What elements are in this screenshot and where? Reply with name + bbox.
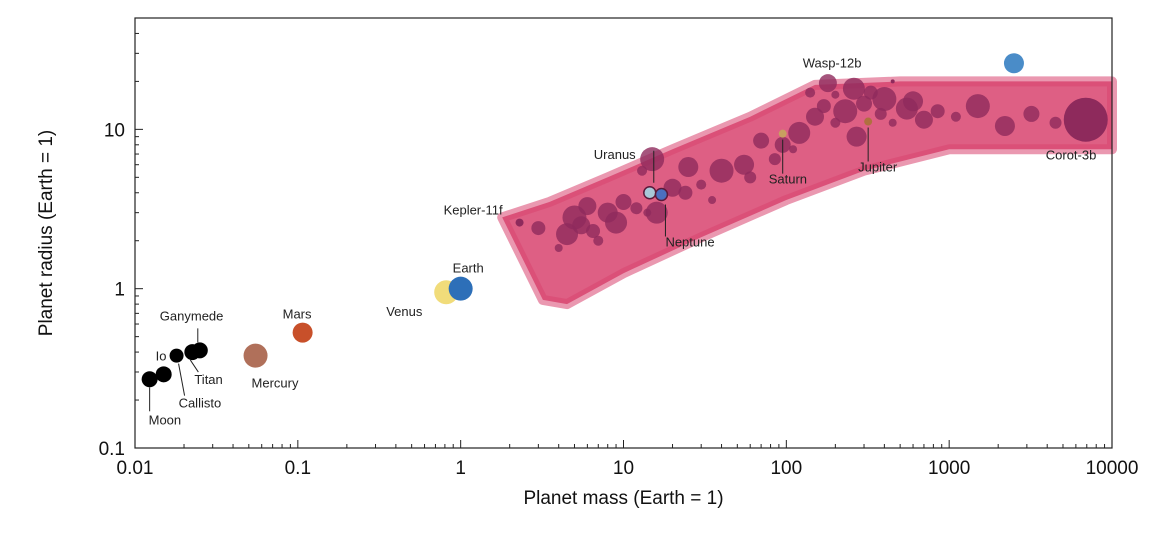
- wasp-12b-marker: [890, 79, 895, 84]
- exoplanet-point: [554, 244, 563, 253]
- label-uranus: Uranus: [594, 147, 636, 162]
- body-labels: Moon Io Callisto Titan Ganymede Mercury Mars Ve…: [149, 55, 1097, 427]
- exoplanet-point: [586, 224, 601, 239]
- exoplanet-point: [831, 90, 840, 99]
- y-axis-ticks: 0.1 1 10: [99, 17, 143, 460]
- x-axis-label: Planet mass (Earth = 1): [523, 488, 723, 509]
- leader-line: [189, 359, 199, 373]
- exoplanet-point: [578, 197, 597, 216]
- y-tick-label: 0.1: [99, 439, 125, 460]
- exoplanet-point: [645, 201, 668, 224]
- exoplanet-points: [531, 74, 1062, 253]
- mercury-marker: [243, 343, 268, 368]
- y-tick-label: 10: [104, 120, 125, 141]
- exoplanet-point: [872, 87, 897, 112]
- x-tick-label: 0.01: [117, 458, 154, 479]
- exoplanet-point: [846, 126, 867, 147]
- exoplanet-point: [903, 91, 924, 112]
- label-ganymede: Ganymede: [160, 308, 224, 323]
- earth-marker: [448, 276, 473, 301]
- label-moon: Moon: [149, 412, 182, 427]
- exoplanet-point: [950, 111, 961, 122]
- label-titan: Titan: [194, 372, 222, 387]
- x-tick-label: 1: [455, 458, 466, 479]
- callisto-marker: [169, 348, 184, 363]
- uranus-marker: [643, 186, 657, 200]
- exoplanet-point: [816, 99, 831, 114]
- exoplanet-point: [856, 95, 873, 112]
- exoplanet-point: [709, 158, 734, 183]
- y-tick-label: 1: [114, 280, 125, 301]
- exoplanet-point: [965, 94, 990, 119]
- exoplanet-point: [744, 171, 757, 184]
- exoplanet-point: [1023, 105, 1040, 122]
- unnamed-planet-marker: [1003, 53, 1024, 74]
- jupiter-marker: [864, 117, 873, 126]
- exoplanet-point: [789, 145, 798, 154]
- label-kepler-11f: Kepler-11f: [444, 203, 503, 218]
- exoplanet-point: [678, 157, 699, 178]
- exoplanet-point: [753, 132, 770, 149]
- ganymede-marker: [191, 342, 208, 359]
- exoplanet-point: [734, 154, 755, 175]
- label-mars: Mars: [283, 307, 312, 322]
- x-axis-ticks: 0.01 0.1 1 10 100 1000 10000: [117, 440, 1139, 479]
- label-callisto: Callisto: [179, 396, 222, 411]
- x-tick-label: 10: [613, 458, 634, 479]
- exoplanet-point: [818, 74, 837, 93]
- exoplanet-point: [696, 179, 707, 190]
- exoplanet-point: [640, 147, 665, 172]
- exoplanet-point: [914, 110, 933, 129]
- exoplanet-point: [930, 104, 945, 119]
- exoplanet-point: [630, 202, 643, 215]
- y-axis-label: Planet radius (Earth = 1): [36, 130, 57, 336]
- exoplanet-point: [531, 221, 546, 236]
- exoplanet-point: [678, 185, 693, 200]
- label-venus: Venus: [386, 304, 423, 319]
- exoplanet-point: [663, 178, 682, 197]
- exoplanet-point: [833, 99, 858, 124]
- leader-line: [178, 363, 186, 396]
- saturn-marker: [778, 129, 787, 138]
- exoplanet-point: [768, 153, 781, 166]
- x-tick-label: 100: [770, 458, 802, 479]
- neptune-marker: [654, 187, 669, 202]
- label-jupiter: Jupiter: [858, 160, 898, 175]
- exoplanet-point: [1049, 116, 1062, 129]
- exoplanet-point: [615, 193, 632, 210]
- corot-3b-marker: [1063, 97, 1108, 142]
- mars-marker: [292, 322, 313, 343]
- named-bodies: [141, 53, 1108, 388]
- x-tick-label: 10000: [1086, 458, 1139, 479]
- exoplanet-point: [888, 118, 897, 127]
- exoplanet-point: [708, 196, 717, 205]
- label-saturn: Saturn: [769, 172, 807, 187]
- label-wasp-12b: Wasp-12b: [803, 55, 862, 70]
- exoplanet-point: [842, 77, 865, 100]
- label-neptune: Neptune: [665, 235, 714, 250]
- x-tick-label: 1000: [928, 458, 970, 479]
- kepler-11f-marker: [515, 218, 524, 227]
- io-marker: [155, 366, 172, 383]
- label-mercury: Mercury: [252, 376, 299, 391]
- exoplanet-point: [806, 107, 825, 126]
- label-io: Io: [156, 348, 167, 363]
- label-corot-3b: Corot-3b: [1046, 148, 1097, 163]
- exoplanet-point: [593, 235, 604, 246]
- exoplanet-point: [994, 115, 1015, 136]
- x-tick-label: 0.1: [285, 458, 311, 479]
- moon-marker: [141, 371, 158, 388]
- label-earth: Earth: [453, 261, 484, 276]
- exoplanet-point: [805, 87, 816, 98]
- exoplanet-point: [788, 121, 811, 144]
- exoplanet-point: [605, 211, 628, 234]
